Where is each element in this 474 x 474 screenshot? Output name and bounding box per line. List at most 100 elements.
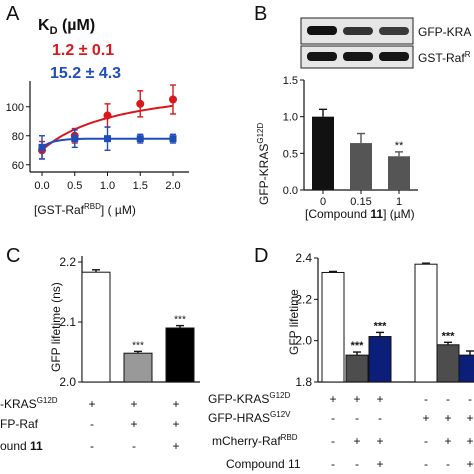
- d-row-label: GFP-KRASG12D: [208, 391, 290, 406]
- c-condition-sign: +: [172, 439, 179, 453]
- panel-d-chart: GFP lifetime 1.8 2.0 2.2 2.4 *** *** *** GFP-KR…: [208, 251, 474, 471]
- d-condition-sign: +: [444, 411, 451, 425]
- c-condition-sign: -: [90, 417, 94, 431]
- c-condition-sign: +: [130, 397, 137, 411]
- a-x-tick-label: 0.5: [67, 180, 82, 192]
- svg-text:[GST-RafRBD] ( µM): [GST-RafRBD] ( µM): [34, 202, 136, 217]
- a-series-2-point: [136, 135, 144, 143]
- d-bar: [414, 263, 438, 383]
- d-significance: ***: [442, 330, 456, 342]
- c-condition-sign: +: [88, 397, 95, 411]
- kd-unit: (µM): [58, 17, 96, 34]
- c-row-label: -KRASG12D: [0, 396, 58, 411]
- b-y-tick-label: 0.5: [283, 148, 298, 160]
- d-condition-sign: +: [466, 411, 473, 425]
- a-y-tick-label: 100: [6, 102, 24, 114]
- b-x-tick-label: 1: [396, 196, 402, 208]
- d-condition-sign: +: [353, 434, 360, 448]
- c-y-tick-label: 2.0: [59, 375, 76, 389]
- b-y-tick-label: 1.5: [283, 75, 298, 87]
- blot-label-kras: GFP-KRA: [418, 25, 471, 39]
- b-bar: [350, 143, 372, 190]
- svg-text:GST-RafR: GST-RafR: [418, 50, 471, 65]
- c-condition-sign: -: [132, 439, 136, 453]
- a-xlabel: [GST-Raf: [34, 203, 85, 217]
- d-y-tick-label: 2.4: [295, 251, 312, 265]
- c-significance: ***: [132, 340, 144, 351]
- d-condition-sign: -: [424, 457, 428, 471]
- d-y-tick-label: 1.8: [295, 375, 312, 389]
- c-condition-sign: +: [130, 417, 137, 431]
- d-condition-sign: -: [331, 434, 335, 448]
- blot-band: [307, 26, 337, 35]
- a-x-tick-label: 1.0: [100, 180, 115, 192]
- d-significance: ***: [351, 340, 365, 352]
- c-ylabel: GFP lifetime (ns): [49, 282, 63, 372]
- b-bar: [388, 156, 410, 190]
- d-y-tick-label: 2.2: [295, 292, 312, 306]
- d-significance: ***: [374, 320, 388, 332]
- d-bar: [368, 336, 392, 383]
- kd-sub: D: [50, 25, 58, 37]
- b-y-tick-label: 0.0: [283, 185, 298, 197]
- a-x-tick-label: 1.5: [133, 180, 148, 192]
- a-series-2-point: [38, 143, 46, 151]
- d-condition-sign: +: [422, 411, 429, 425]
- b-bar: [312, 116, 334, 190]
- a-xlabel-tail: ] ( µM): [101, 203, 136, 217]
- d-ylabel: GFP lifetime: [287, 289, 301, 355]
- a-xlabel-sup: RBD: [84, 202, 101, 211]
- c-y-tick-label: 2.2: [59, 255, 76, 269]
- panel-c-chart: GFP lifetime (ns) 2.0 2.1 2.2 *** *** -KRASG1…: [0, 255, 200, 453]
- d-condition-sign: -: [446, 392, 450, 406]
- blot-band: [343, 27, 373, 35]
- a-series-1-point: [136, 99, 145, 108]
- c-condition-sign: +: [172, 417, 179, 431]
- panel-d-letter: D: [254, 245, 268, 267]
- panel-b-chart: GFP-KRA GST-RafR GFP-KRASG12D [Compound …: [256, 17, 471, 221]
- b-x-tick-label: 0.15: [350, 196, 371, 208]
- d-condition-sign: -: [355, 457, 359, 471]
- d-condition-sign: +: [466, 457, 473, 471]
- d-condition-sign: +: [444, 434, 451, 448]
- b-y-tick-label: 1.0: [283, 112, 298, 124]
- a-series-2-point: [169, 135, 177, 143]
- a-y-tick-label: 80: [12, 131, 24, 143]
- b-xlabel: [Compound: [305, 207, 370, 221]
- d-condition-sign: -: [424, 434, 428, 448]
- b-ylabel-sup: G12D: [256, 123, 265, 144]
- a-x-tick-label: 0.0: [34, 180, 49, 192]
- a-x-tick-label: 2.0: [165, 180, 180, 192]
- kd-blue-value: 15.2 ± 4.3: [50, 65, 121, 82]
- svg-text:GFP-KRASG12D: GFP-KRASG12D: [256, 123, 271, 205]
- panel-a-letter: A: [6, 3, 20, 25]
- kd-label: K: [38, 17, 50, 34]
- d-bar: [458, 354, 474, 383]
- blot-band: [379, 52, 409, 61]
- a-series-1-point: [169, 95, 177, 104]
- d-y-tick-label: 2.0: [295, 334, 312, 348]
- c-row-label: ound 11: [0, 439, 43, 453]
- d-condition-sign: +: [376, 392, 383, 406]
- d-bar: [321, 271, 345, 383]
- b-x-tick-label: 0: [320, 196, 326, 208]
- d-condition-sign: -: [331, 411, 335, 425]
- c-condition-sign: +: [172, 397, 179, 411]
- panel-c-letter: C: [6, 245, 20, 267]
- blot-band: [343, 52, 373, 61]
- d-condition-sign: -: [378, 411, 382, 425]
- d-condition-sign: +: [376, 457, 383, 471]
- d-condition-sign: +: [353, 392, 360, 406]
- d-condition-sign: -: [355, 411, 359, 425]
- c-bar: [123, 352, 153, 383]
- d-condition-sign: -: [331, 457, 335, 471]
- b-xlabel-tail: ] (µM): [383, 207, 415, 221]
- c-significance: ***: [174, 315, 186, 326]
- d-bar: [345, 354, 369, 383]
- d-row-label: Compound 11: [226, 457, 301, 471]
- b-significance: **: [395, 140, 404, 152]
- d-condition-sign: -: [468, 392, 472, 406]
- blot-band: [307, 52, 337, 61]
